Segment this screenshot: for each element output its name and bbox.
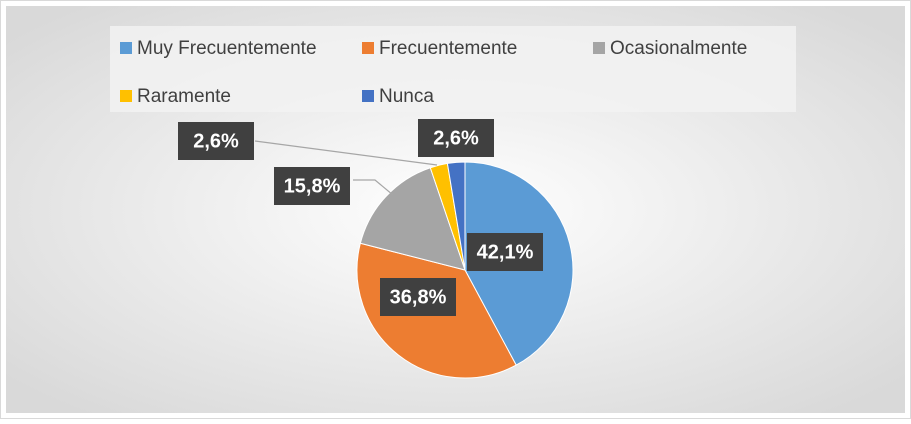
legend-swatch	[120, 90, 132, 102]
data-label: 2,6%	[433, 127, 479, 149]
data-label: 36,8%	[390, 286, 447, 308]
data-label: 42,1%	[477, 241, 534, 263]
legend-label: Frecuentemente	[379, 38, 517, 59]
legend-swatch	[120, 42, 132, 54]
legend-swatch	[593, 42, 605, 54]
legend-label: Raramente	[137, 86, 231, 107]
legend-label: Ocasionalmente	[610, 38, 747, 59]
label-box	[467, 233, 543, 271]
pie-slice	[446, 161, 466, 271]
legend-label: Nunca	[379, 86, 434, 107]
legend-swatch	[362, 42, 374, 54]
legend-box	[110, 26, 796, 112]
leader-line	[254, 140, 438, 166]
leader-line	[353, 179, 394, 196]
label-box	[380, 278, 456, 316]
legend-label: Muy Frecuentemente	[137, 38, 317, 59]
data-label: 15,8%	[284, 175, 341, 197]
legend-swatch	[362, 90, 374, 102]
label-box	[178, 122, 254, 160]
label-box	[274, 167, 350, 205]
label-box	[418, 119, 494, 157]
data-label: 2,6%	[193, 130, 239, 152]
